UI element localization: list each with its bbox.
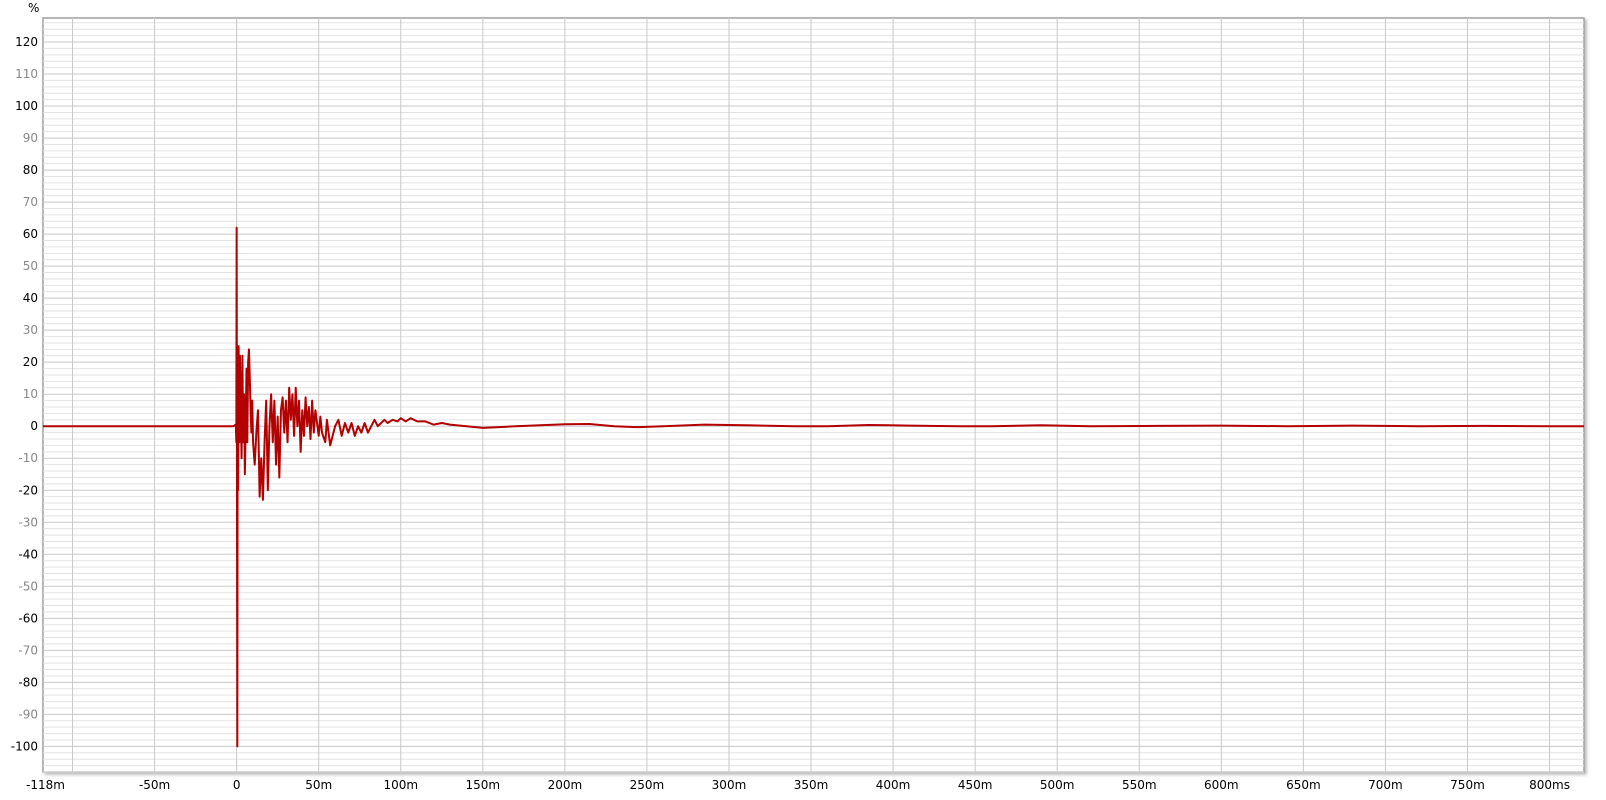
y-tick-label: 120 <box>15 35 38 49</box>
x-tick-label: 350m <box>794 778 829 792</box>
x-tick-label: 700m <box>1368 778 1403 792</box>
y-tick-label: 40 <box>23 291 38 305</box>
x-tick-label: 300m <box>712 778 747 792</box>
y-tick-label: 20 <box>23 355 38 369</box>
y-tick-label: 50 <box>23 259 38 273</box>
y-tick-label: -40 <box>18 547 38 561</box>
x-tick-label: 800ms <box>1529 778 1570 792</box>
y-tick-label: 90 <box>23 131 38 145</box>
x-tick-label: 200m <box>548 778 583 792</box>
grid <box>43 18 1584 773</box>
y-tick-label: -20 <box>18 483 38 497</box>
y-tick-label: -80 <box>18 675 38 689</box>
y-axis-ticks: 1201101009080706050403020100-10-20-30-40… <box>11 35 38 753</box>
y-tick-label: 70 <box>23 195 38 209</box>
y-tick-label: -50 <box>18 579 38 593</box>
x-tick-label: 650m <box>1286 778 1321 792</box>
y-tick-label: -30 <box>18 515 38 529</box>
x-tick-label: 250m <box>630 778 665 792</box>
y-tick-label: 10 <box>23 387 38 401</box>
x-tick-label: -118m <box>26 778 65 792</box>
x-tick-label: 600m <box>1204 778 1239 792</box>
x-tick-label: 150m <box>466 778 501 792</box>
y-tick-label: -60 <box>18 611 38 625</box>
impulse-response-line <box>43 226 1584 748</box>
y-tick-label: 80 <box>23 163 38 177</box>
plot-frame <box>42 17 1585 773</box>
y-tick-label: 60 <box>23 227 38 241</box>
series-group <box>43 226 1584 748</box>
y-tick-label: 100 <box>15 99 38 113</box>
x-tick-label: 500m <box>1040 778 1075 792</box>
x-tick-label: -50m <box>139 778 170 792</box>
x-axis-ticks: -118m -50m 0 50m 100m 150m 200m 250m 300m 350m 400… <box>26 778 1570 792</box>
x-tick-label: 450m <box>958 778 993 792</box>
x-tick-label: 400m <box>876 778 911 792</box>
y-tick-label: 110 <box>15 67 38 81</box>
y-tick-label: 0 <box>30 419 38 433</box>
y-tick-label: 30 <box>23 323 38 337</box>
x-tick-label: 100m <box>383 778 418 792</box>
x-tick-label: 750m <box>1450 778 1485 792</box>
y-tick-label: -70 <box>18 643 38 657</box>
x-tick-label: 50m <box>305 778 332 792</box>
x-tick-label: 0 <box>233 778 241 792</box>
y-axis-unit-label: % <box>28 1 39 15</box>
y-tick-label: -100 <box>11 739 38 753</box>
x-tick-label: 550m <box>1122 778 1157 792</box>
y-tick-label: -90 <box>18 707 38 721</box>
y-tick-label: -10 <box>18 451 38 465</box>
